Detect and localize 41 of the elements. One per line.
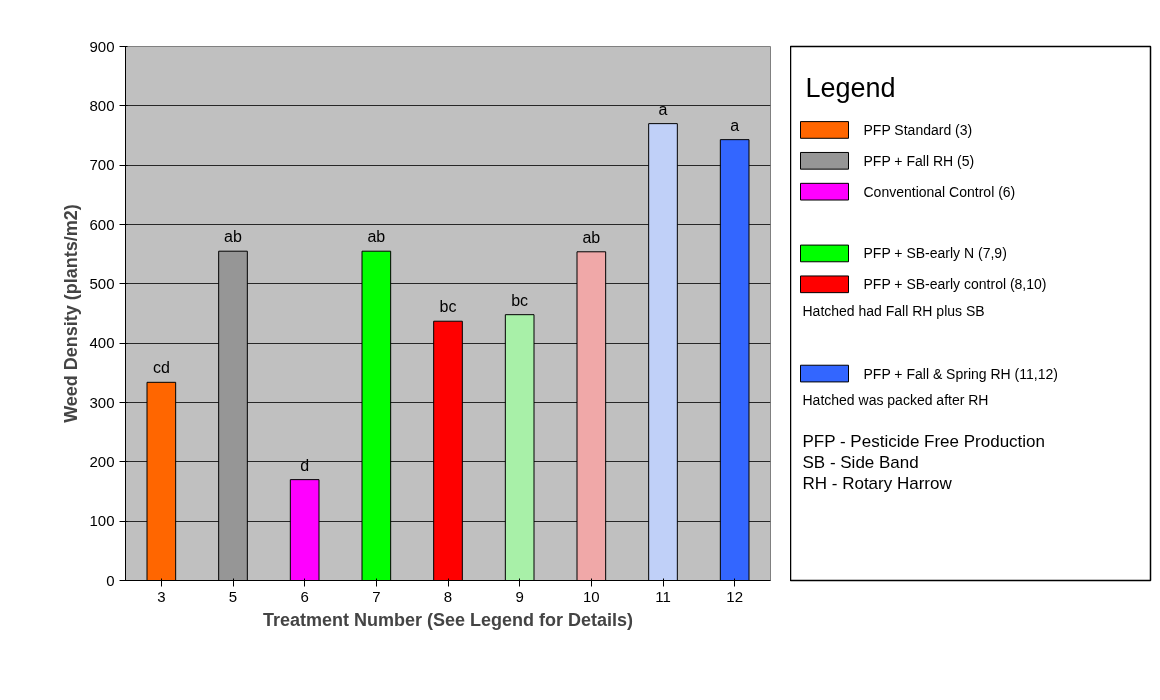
y-tick-label: 300 [89, 393, 115, 411]
text: PFP - Pesticide Free Production [802, 432, 1046, 452]
text: Hatched was packed after RH [802, 392, 989, 409]
x-tick-label: 8 [443, 587, 453, 605]
data-label: a [658, 100, 668, 118]
data-label: bc [439, 298, 457, 316]
text: RH - Rotary Harrow [802, 474, 953, 494]
x-tick-label: 12 [726, 587, 744, 605]
legend-label: Conventional Control (6) [863, 183, 1016, 200]
legend-label: PFP + Fall RH (5) [863, 152, 975, 169]
y-tick-label: 100 [89, 512, 115, 530]
x-axis-title: Treatment Number (See Legend for Details) [262, 609, 634, 630]
legend-label: PFP Standard (3) [863, 121, 973, 138]
x-tick-label: 11 [655, 587, 671, 605]
x-tick-label: 6 [300, 587, 309, 605]
legend-title: Legend [805, 73, 896, 104]
x-tick-label: 5 [228, 587, 238, 605]
y-tick-label: 700 [89, 156, 115, 174]
y-tick-label: 0 [106, 571, 115, 589]
text: Hatched had Fall RH plus SB [802, 303, 985, 319]
y-axis-title: Weed Density (plants/m2) [61, 204, 82, 423]
legend-label: PFP + Fall & Spring RH (11,12) [863, 365, 1058, 382]
x-tick-label: 10 [582, 587, 600, 605]
y-tick-label: 400 [89, 334, 115, 352]
x-tick-label: 3 [157, 587, 166, 605]
data-label: ab [367, 228, 386, 246]
data-label: a [730, 116, 740, 134]
x-tick-label: 9 [515, 587, 524, 605]
x-tick-label: 7 [372, 587, 381, 605]
y-tick-label: 600 [89, 215, 115, 233]
data-label: bc [511, 291, 529, 309]
legend-label: PFP + SB-early N (7,9) [863, 245, 1007, 262]
data-label: ab [224, 228, 242, 246]
y-tick-label: 900 [89, 37, 115, 55]
y-tick-label: 800 [89, 96, 115, 114]
data-label: ab [582, 228, 601, 246]
y-tick-label: 200 [89, 452, 115, 470]
y-tick-label: 500 [89, 274, 115, 292]
data-label: cd [152, 359, 170, 377]
text: SB - Side Band [802, 453, 919, 473]
legend-label: PFP + SB-early control (8,10) [863, 276, 1047, 293]
